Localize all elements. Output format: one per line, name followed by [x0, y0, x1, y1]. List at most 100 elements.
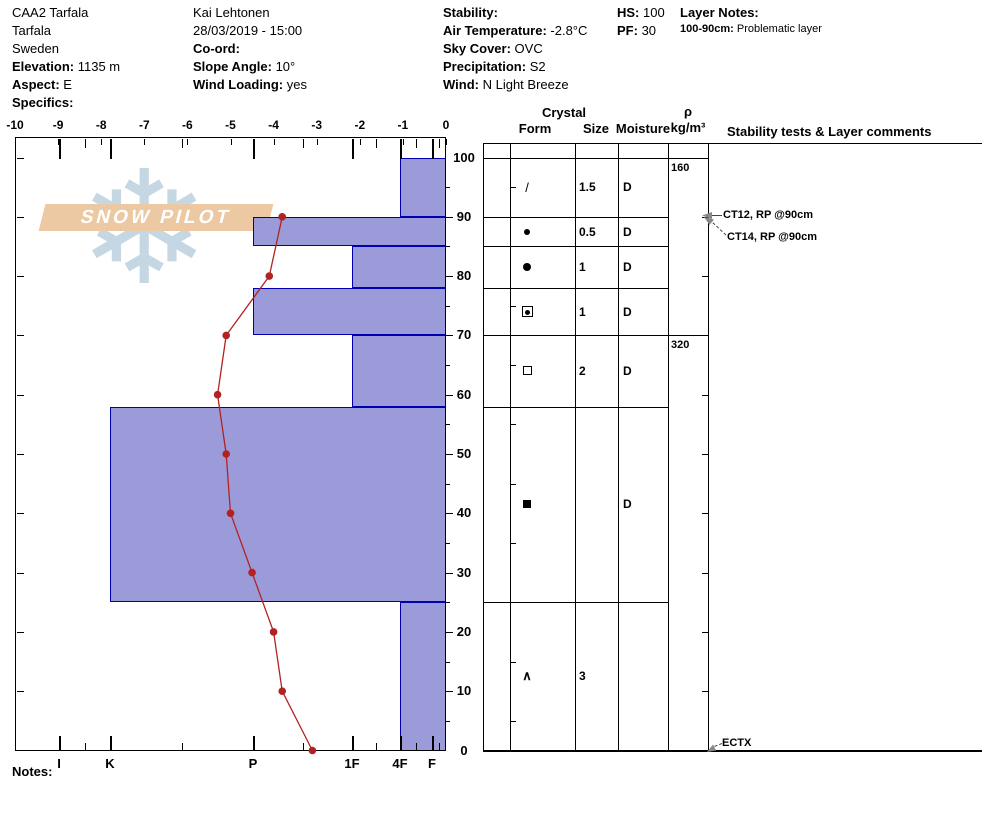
depth-tick-right [446, 572, 453, 574]
temp-axis-label: -5 [225, 118, 236, 132]
grain-form-symbol: / [525, 179, 529, 195]
form-column-tick [510, 720, 516, 722]
density-column-tick [702, 276, 708, 278]
depth-tick-right [446, 305, 450, 307]
temp-axis-tick [101, 139, 103, 145]
stability-annotation: CT12, RP @90cm [723, 209, 814, 221]
depth-tick-right [446, 631, 453, 633]
form-column-tick [510, 246, 516, 248]
hardness-subtick-top [416, 139, 417, 148]
temp-axis-label: -6 [182, 118, 193, 132]
hardness-axis-label: F [428, 756, 436, 771]
depth-axis-label: 40 [456, 505, 472, 521]
grain-size-value: 1 [579, 304, 586, 319]
depth-tick-left [17, 394, 24, 396]
depth-tick-right [446, 483, 450, 485]
depth-tick-right [446, 602, 450, 604]
header-info-line: CAA2 Tarfala [12, 5, 89, 20]
hardness-tick-bottom [253, 736, 255, 750]
grain-size-value: 0.5 [579, 224, 596, 239]
depth-tick-right [446, 276, 453, 278]
density-column-tick [702, 513, 708, 515]
depth-tick-right [446, 216, 453, 218]
table-header-size: Size [582, 121, 609, 136]
depth-tick-right [446, 335, 453, 337]
header-info-line: Air Temperature: -2.8°C [443, 23, 588, 38]
temp-axis-tick [187, 139, 189, 145]
table-header-moisture: Moisture [615, 121, 671, 136]
hardness-axis-label: K [105, 756, 115, 771]
depth-tick-right [446, 424, 450, 426]
depth-tick-left [17, 216, 24, 218]
hardness-axis-label: P [248, 756, 258, 771]
depth-tick-right [446, 720, 450, 722]
depth-tick-right [446, 691, 453, 693]
temp-axis-label: -1 [397, 118, 409, 132]
density-value: 160 [671, 161, 690, 174]
header-info-line: Sky Cover: OVC [443, 41, 543, 56]
header-info-line: Precipitation: S2 [443, 59, 546, 74]
form-column-tick [510, 365, 516, 367]
hardness-bar [400, 157, 446, 217]
table-column-line [668, 142, 669, 750]
depth-tick-left [17, 335, 24, 337]
form-column-tick [510, 542, 516, 544]
hardness-axis-label: 4F [392, 756, 408, 771]
hardness-tick-bottom [110, 736, 112, 750]
depth-axis-label: 90 [456, 208, 472, 224]
density-row-line [668, 335, 708, 337]
grain-form-symbol [519, 224, 535, 240]
temp-axis-label: -3 [311, 118, 323, 132]
hardness-subtick-top [376, 139, 377, 148]
table-border-top [483, 142, 982, 144]
density-column-tick [702, 216, 708, 218]
moisture-value: D [623, 224, 632, 239]
header-info-line: HS: 100 [617, 5, 665, 20]
temp-axis-label: -7 [138, 118, 150, 132]
table-column-line [510, 142, 511, 750]
table-row-line [483, 216, 668, 218]
table-border-bottom [483, 750, 982, 752]
temp-axis-label: 0 [442, 118, 450, 132]
depth-tick-right [446, 513, 453, 515]
depth-tick-right [446, 246, 450, 248]
header-info-line: Tarfala [12, 23, 52, 38]
depth-axis-label: 0 [460, 742, 468, 758]
form-column-tick [510, 661, 516, 663]
temp-axis-tick [316, 139, 318, 145]
notes-label: Notes: [12, 764, 53, 779]
header-info-line: Wind: N Light Breeze [443, 77, 569, 92]
header-info-line: Layer Notes: [680, 5, 759, 20]
hardness-tick-top [400, 139, 402, 159]
header-info-line: 100-90cm: Problematic layer [680, 23, 822, 35]
grain-size-value: 1.5 [579, 180, 596, 195]
header-info-line: Sweden [12, 41, 59, 56]
hardness-tick-bottom [432, 736, 434, 750]
table-row-line [483, 157, 708, 159]
moisture-value: D [623, 180, 632, 195]
plot-frame [15, 137, 446, 751]
depth-axis-label: 20 [456, 623, 472, 639]
table-row-line [483, 406, 668, 408]
temp-axis-label: -4 [268, 118, 279, 132]
hardness-tick-top [432, 139, 434, 159]
depth-axis-label: 70 [456, 327, 472, 343]
table-header-comments: Stability tests & Layer comments [727, 124, 932, 139]
grain-size-value: 2 [579, 363, 586, 378]
grain-form-symbol [519, 496, 535, 512]
temp-axis-tick [446, 139, 447, 145]
hardness-subtick-bottom [376, 743, 377, 750]
header-info-line: Slope Angle: 10° [193, 59, 296, 74]
depth-tick-left [17, 513, 24, 515]
table-column-line [483, 142, 484, 750]
grain-form-symbol: ∧ [522, 668, 532, 684]
hardness-tick-bottom [352, 736, 354, 750]
hardness-tick-top [352, 139, 354, 159]
hardness-axis-label: I [57, 756, 61, 771]
table-header-form: Form [518, 121, 552, 136]
depth-tick-left [17, 691, 24, 693]
hardness-tick-top [253, 139, 255, 159]
depth-tick-right [446, 661, 450, 663]
grain-form-symbol [519, 259, 535, 275]
temp-axis-label: -10 [6, 118, 24, 132]
